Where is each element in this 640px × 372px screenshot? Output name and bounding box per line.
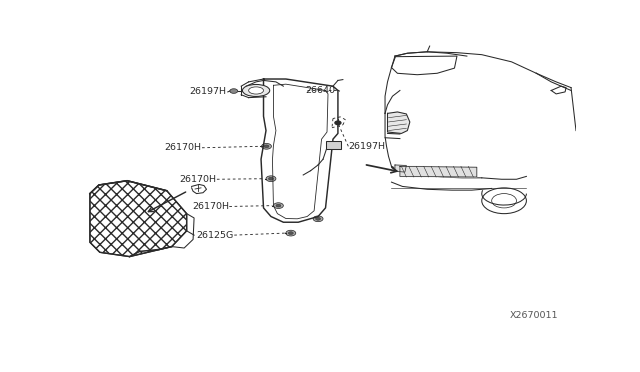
Text: 26197H: 26197H <box>189 87 227 96</box>
Text: 26640: 26640 <box>306 86 336 95</box>
Text: 26170H: 26170H <box>179 175 216 184</box>
Polygon shape <box>395 165 406 172</box>
Circle shape <box>316 217 321 220</box>
Text: 26125G: 26125G <box>196 231 234 240</box>
Circle shape <box>230 89 237 93</box>
Circle shape <box>262 144 271 149</box>
Polygon shape <box>400 166 477 177</box>
Circle shape <box>273 203 284 208</box>
Bar <box>326 141 341 149</box>
Circle shape <box>266 176 276 182</box>
Polygon shape <box>90 181 187 257</box>
Circle shape <box>276 204 281 207</box>
Ellipse shape <box>243 84 269 96</box>
Ellipse shape <box>248 87 264 94</box>
Circle shape <box>269 177 273 180</box>
Text: 26170H: 26170H <box>164 143 202 152</box>
Circle shape <box>313 216 323 222</box>
Circle shape <box>335 121 341 125</box>
Circle shape <box>288 232 293 235</box>
Circle shape <box>286 230 296 236</box>
Text: X2670011: X2670011 <box>510 311 559 320</box>
Circle shape <box>264 145 269 148</box>
Text: 26170H: 26170H <box>192 202 229 211</box>
Text: 26197H: 26197H <box>348 142 385 151</box>
Polygon shape <box>388 112 410 134</box>
